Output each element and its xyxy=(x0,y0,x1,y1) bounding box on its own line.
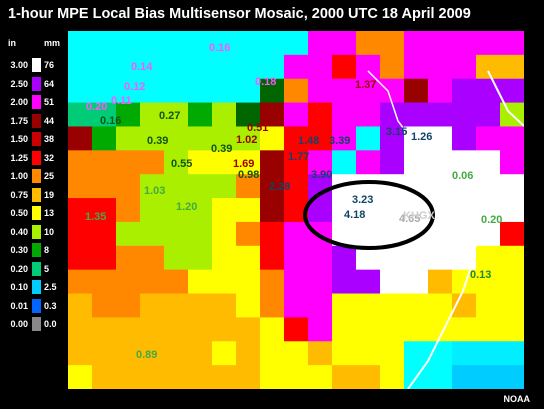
legend-mm-label: 0.3 xyxy=(44,300,57,311)
legend-mm-label: 5 xyxy=(44,263,50,274)
rain-value-label: 1.02 xyxy=(236,134,258,146)
legend-mm-label: 51 xyxy=(44,97,55,107)
legend-mm-label: 8 xyxy=(44,245,50,255)
rain-value-label: 1.37 xyxy=(355,79,377,91)
legend-swatch xyxy=(32,298,41,313)
legend-mm-label: 19 xyxy=(44,189,55,200)
legend-swatch xyxy=(32,150,41,165)
precip-grid xyxy=(68,31,524,389)
legend-swatch xyxy=(32,224,41,239)
rain-value-label: 1.77 xyxy=(288,151,310,163)
rain-value-label: 1.69 xyxy=(233,158,255,170)
legend-swatch xyxy=(32,113,41,128)
rain-value-label: 0.20 xyxy=(481,214,503,226)
legend-swatch xyxy=(32,280,41,294)
legend-inch-label: 0.30 xyxy=(10,245,28,255)
rain-value-label: 0.14 xyxy=(131,61,153,73)
legend-unit-mm: mm xyxy=(44,38,61,48)
legend-swatch xyxy=(32,132,41,146)
legend-inch-label: 0.01 xyxy=(10,300,28,311)
legend-inch-label: 3.00 xyxy=(10,60,28,70)
legend-mm-label: 2.5 xyxy=(44,282,57,292)
khgx-highlight-ellipse xyxy=(303,180,435,250)
legend: in mm 3.00 76 2.50 64 2.00 51 1.75 44 1.50 38 1.25… xyxy=(0,0,68,409)
legend-inch-label: 0.40 xyxy=(10,226,28,237)
legend-mm-label: 0.0 xyxy=(44,319,57,329)
rain-value-label: 0.06 xyxy=(452,170,474,182)
rain-value-label: 2.28 xyxy=(269,181,291,193)
legend-inch-label: 0.75 xyxy=(10,189,28,200)
noaa-credit: NOAA xyxy=(503,394,531,404)
coastline xyxy=(407,70,524,389)
legend-swatch xyxy=(32,76,41,91)
legend-inch-label: 0.00 xyxy=(10,319,28,329)
legend-mm-label: 76 xyxy=(44,60,55,70)
rain-value-label: 0.11 xyxy=(111,95,132,107)
legend-swatch xyxy=(32,261,41,276)
legend-inch-label: 2.00 xyxy=(10,97,28,107)
legend-inch-label: 1.25 xyxy=(10,152,28,163)
rain-value-label: 1.48 xyxy=(298,135,320,147)
rain-value-label: 3.23 xyxy=(352,194,374,206)
legend-inch-label: 1.00 xyxy=(10,171,28,181)
legend-mm-label: 10 xyxy=(44,226,55,237)
rain-value-label: 0.16 xyxy=(100,115,122,127)
rain-value-label: 0.55 xyxy=(171,158,193,170)
legend-mm-label: 32 xyxy=(44,152,55,163)
legend-swatch xyxy=(32,317,41,331)
rain-value-label: 4.65 xyxy=(399,213,421,225)
rain-value-label: 3.90 xyxy=(311,169,333,181)
rain-value-label: 0.39 xyxy=(147,135,169,147)
legend-mm-label: 25 xyxy=(44,171,55,181)
legend-swatch xyxy=(32,95,41,109)
rain-value-label: 0.16 xyxy=(209,42,231,54)
rain-value-label: 0.18 xyxy=(255,76,277,88)
rain-value-label: 3.39 xyxy=(329,135,351,147)
legend-swatch xyxy=(32,169,41,183)
rain-value-label: 1.26 xyxy=(411,131,433,143)
legend-swatch xyxy=(32,58,41,72)
legend-mm-label: 44 xyxy=(44,115,55,126)
legend-mm-label: 13 xyxy=(44,208,55,218)
rain-value-label: 0.13 xyxy=(470,269,492,281)
radar-site-label: KHGX xyxy=(403,210,435,222)
legend-swatch xyxy=(32,243,41,257)
legend-inch-label: 0.10 xyxy=(10,282,28,292)
legend-swatch xyxy=(32,187,41,202)
legend-mm-label: 38 xyxy=(44,134,55,144)
rain-value-label: 0.20 xyxy=(86,101,108,113)
rain-value-label: 0.27 xyxy=(159,110,181,122)
legend-swatch xyxy=(32,206,41,220)
legend-inch-label: 1.50 xyxy=(10,134,28,144)
rain-value-label: 0.39 xyxy=(211,143,233,155)
legend-inch-label: 0.20 xyxy=(10,263,28,274)
legend-inch-label: 0.50 xyxy=(10,208,28,218)
rain-value-label: 0.12 xyxy=(124,81,146,93)
rain-value-label: 1.03 xyxy=(144,185,166,197)
rain-value-label: 0.51 xyxy=(247,122,269,134)
legend-mm-label: 64 xyxy=(44,78,55,89)
legend-inch-label: 2.50 xyxy=(10,78,28,89)
map-title: 1-hour MPE Local Bias Multisensor Mosaic… xyxy=(8,6,471,22)
rain-value-label: 3.15 xyxy=(386,126,408,138)
rain-value-label: 4.18 xyxy=(344,209,366,221)
legend-unit-in: in xyxy=(8,38,16,48)
legend-inch-label: 1.75 xyxy=(10,115,28,126)
precip-mosaic-map: 0.16 0.14 0.18 0.12 0.11 0.20 1.37 0.16 0.27 0.39… xyxy=(68,31,524,389)
rain-value-label: 1.35 xyxy=(85,211,107,223)
rain-value-label: 0.89 xyxy=(136,349,158,361)
rain-value-label: 0.98 xyxy=(238,169,260,181)
rain-value-label: 1.20 xyxy=(176,201,198,213)
